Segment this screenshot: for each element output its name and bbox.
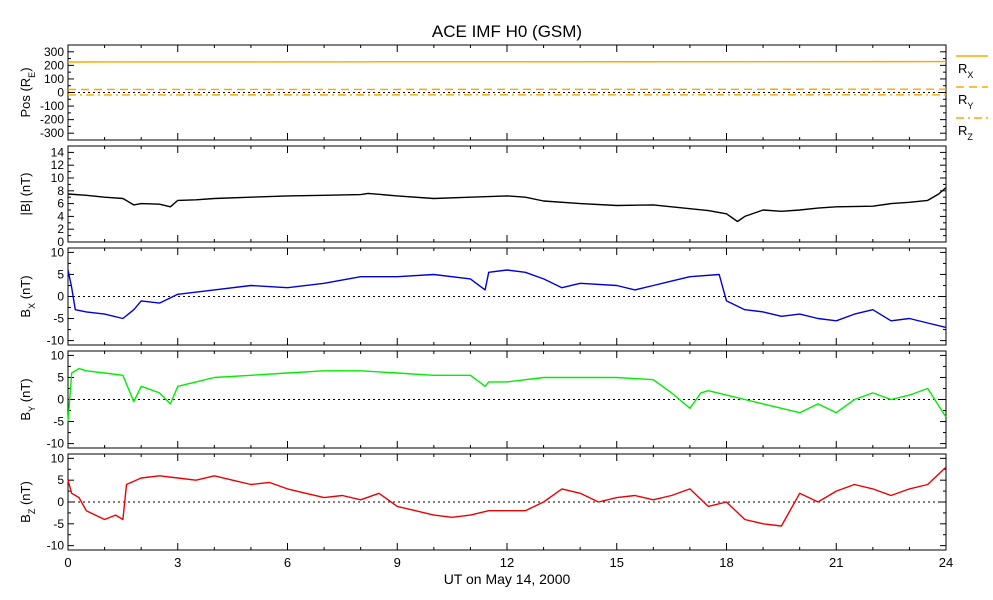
y-tick-label-bmag: 6: [57, 197, 64, 211]
y-axis-label-pos: Pos (RE): [18, 67, 37, 117]
y-tick-label-pos: 300: [44, 45, 64, 59]
y-tick-label-bmag: 4: [57, 209, 64, 223]
legend: RX RY RZ: [956, 55, 988, 142]
y-tick-label-bz: 5: [57, 473, 64, 487]
y-tick-label-by: 10: [51, 348, 65, 362]
legend-label-y: RY: [958, 92, 973, 111]
panel-by: 10 5 0 -5 -10 BY (nT): [18, 348, 947, 451]
y-tick-label-by: 5: [57, 370, 64, 384]
x-tick-label: 21: [829, 555, 843, 570]
series-line-bz-0: [67, 466, 947, 527]
y-tick-label-bz: -10: [47, 539, 65, 553]
y-tick-label-pos: 200: [44, 58, 64, 72]
y-axis-label-bmag: |B| (nT): [18, 173, 33, 216]
y-tick-label-pos: 100: [44, 72, 64, 86]
y-tick-label-bx: 0: [57, 290, 64, 304]
y-tick-label-bmag: 14: [51, 145, 65, 159]
x-tick-label: 15: [610, 555, 624, 570]
y-tick-label-bz: -5: [53, 517, 64, 531]
y-tick-label-by: -5: [53, 415, 64, 429]
y-tick-label-by: -10: [47, 437, 65, 451]
y-tick-label-pos: -100: [40, 99, 64, 113]
y-tick-label-bmag: 12: [51, 158, 65, 172]
y-axis-label-by: BY (nT): [18, 378, 37, 420]
x-tick-label: 24: [939, 555, 953, 570]
series-line-bx-0: [67, 269, 947, 329]
chart-title: ACE IMF H0 (GSM): [432, 22, 582, 41]
y-tick-label-bz: 0: [57, 495, 64, 509]
x-tick-label: 18: [719, 555, 733, 570]
x-axis-label: UT on May 14, 2000: [444, 571, 571, 587]
y-tick-label-bx: -10: [47, 334, 65, 348]
y-axis-label-bz: BZ (nT): [18, 481, 37, 523]
y-tick-label-bz: 10: [51, 451, 65, 465]
series-line-bmag-0: [67, 187, 947, 223]
y-tick-label-pos: -200: [40, 113, 64, 127]
x-tick-label: 12: [500, 555, 514, 570]
y-tick-label-by: 0: [57, 393, 64, 407]
series-line-by-0: [67, 367, 947, 422]
y-axis-label-bx: BX (nT): [18, 275, 37, 317]
y-tick-label-bmag: 0: [57, 235, 64, 249]
x-tick-label: 0: [64, 555, 71, 570]
panel-bz: 10 5 0 -5 -10 BZ (nT): [18, 451, 947, 553]
y-tick-label-bmag: 8: [57, 184, 64, 198]
y-tick-label-bx: 5: [57, 267, 64, 281]
legend-label-x: RX: [958, 61, 973, 80]
x-tick-label: 9: [394, 555, 401, 570]
x-tick-label: 3: [174, 555, 181, 570]
y-tick-label-bmag: 2: [57, 222, 64, 236]
y-tick-label-bmag: 10: [51, 171, 65, 185]
y-tick-label-pos: 0: [57, 86, 64, 100]
legend-label-z: RZ: [958, 123, 973, 142]
panel-bx: 10 5 0 -5 -10 BX (nT): [18, 245, 947, 348]
x-tick-label: 6: [284, 555, 291, 570]
y-tick-label-bx: -5: [53, 312, 64, 326]
y-tick-label-pos: -300: [40, 126, 64, 140]
y-tick-label-bx: 10: [51, 245, 65, 259]
